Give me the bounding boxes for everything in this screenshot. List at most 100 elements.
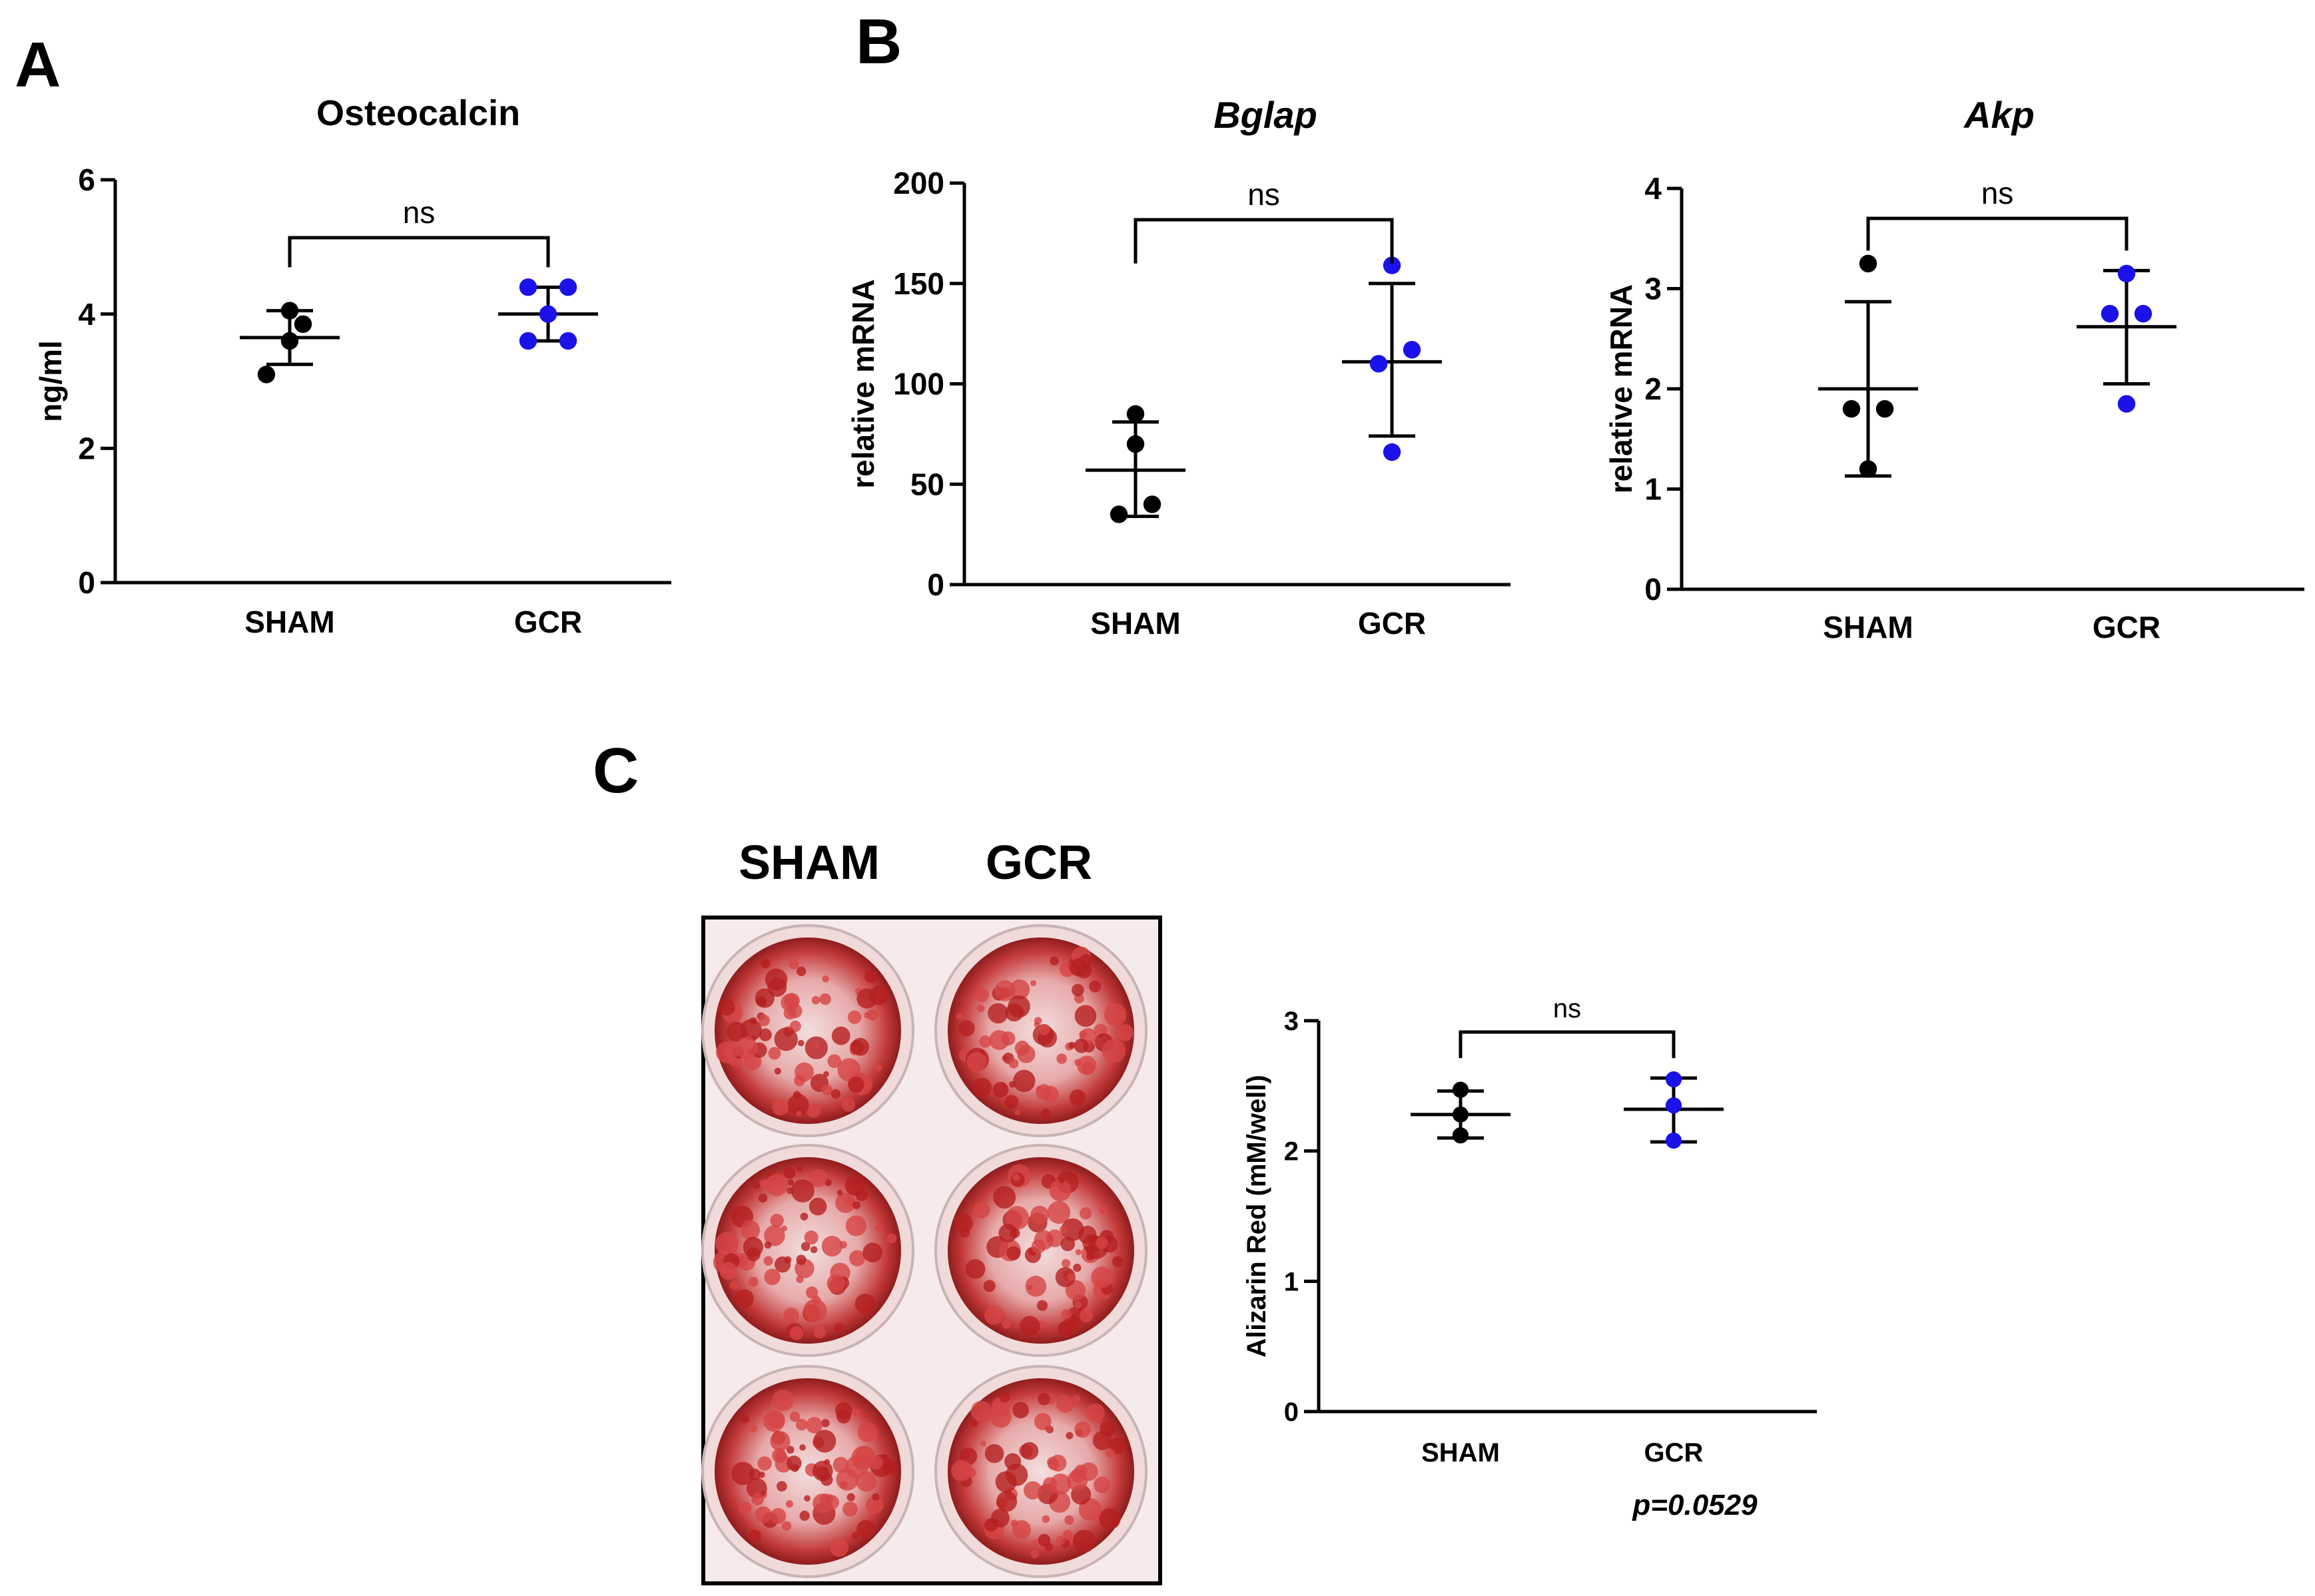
stain-spot xyxy=(989,1030,1010,1050)
stain-spot xyxy=(839,1240,848,1249)
stain-spot xyxy=(1056,1053,1068,1064)
stain-spot xyxy=(1116,1024,1134,1041)
x-category-label: GCR xyxy=(1358,606,1426,641)
significance-label: ns xyxy=(1553,994,1581,1023)
stain-spot xyxy=(836,1189,843,1196)
stain-spot xyxy=(783,1307,799,1324)
stain-spot xyxy=(995,1471,1017,1493)
x-category-label: SHAM xyxy=(1823,610,1913,645)
alizarin-chart: 0 1 2 3 Alizarin Red (mM/well) SHAM GCR ns p=0.0… xyxy=(1242,994,1817,1521)
stain-spot xyxy=(789,1326,803,1340)
stain-spot xyxy=(812,1041,820,1049)
y-tick-label: 4 xyxy=(1644,171,1662,206)
sham-data-point xyxy=(1859,254,1877,273)
stain-spot xyxy=(970,1400,992,1422)
stain-spot xyxy=(998,1224,1018,1242)
x-category-label: SHAM xyxy=(1090,606,1180,641)
stain-spot xyxy=(1032,1539,1039,1547)
x-category-label: GCR xyxy=(2093,610,2160,645)
stain-spot xyxy=(746,1247,761,1262)
stain-spot xyxy=(1044,1425,1052,1432)
stain-spot xyxy=(1013,1069,1036,1093)
stain-spot xyxy=(772,1099,789,1116)
stain-spot xyxy=(988,1003,1008,1024)
stain-spot xyxy=(770,1213,784,1228)
significance-bracket xyxy=(288,236,550,268)
stain-spot xyxy=(1050,956,1059,966)
stain-spot xyxy=(1042,1477,1058,1491)
stain-spot xyxy=(813,1430,836,1453)
stain-spot xyxy=(1091,1266,1113,1288)
stain-spot xyxy=(785,1500,794,1508)
y-tick-label: 0 xyxy=(1284,1398,1299,1427)
stain-spot xyxy=(979,1035,992,1048)
stain-spot xyxy=(781,1225,788,1232)
stain-spot xyxy=(761,958,771,969)
stain-spot xyxy=(794,1075,806,1087)
gcr-data-point xyxy=(1665,1071,1682,1088)
stain-spot xyxy=(1005,1206,1030,1230)
stain-spot xyxy=(764,1268,781,1286)
stain-spot xyxy=(821,1084,833,1095)
plate-label-gcr: GCR xyxy=(986,836,1092,890)
stain-spot xyxy=(735,1289,754,1308)
stain-spot xyxy=(1072,1529,1096,1553)
y-tick-label: 2 xyxy=(78,431,95,465)
stain-spot xyxy=(1008,1081,1016,1088)
stain-spot xyxy=(1062,1258,1071,1268)
stain-spot xyxy=(800,1212,809,1220)
stain-spot xyxy=(781,1521,792,1531)
stain-spot xyxy=(1061,1309,1072,1320)
stain-spot xyxy=(740,1220,761,1240)
stain-spot xyxy=(1034,1017,1042,1025)
stain-spot xyxy=(854,1293,876,1314)
y-tick-label: 6 xyxy=(78,162,95,197)
sham-data-point xyxy=(1875,399,1894,418)
stain-spot xyxy=(1089,980,1102,993)
stain-spot xyxy=(993,1186,1016,1209)
significance-label: ns xyxy=(1247,177,1280,212)
sham-data-point xyxy=(1859,460,1877,478)
stain-spot xyxy=(1030,980,1037,986)
stain-spot xyxy=(787,1179,795,1186)
stain-spot xyxy=(1002,1320,1011,1329)
stain-spot xyxy=(804,1230,819,1245)
stain-spot xyxy=(806,1417,823,1434)
bglap-chart: Bglap 0 50 100 150 200 relative mRNA SHAM GCR ns xyxy=(846,94,1510,641)
stain-spot xyxy=(992,1081,1009,1098)
stained-well-plate-image xyxy=(701,916,1162,1585)
stain-spot xyxy=(795,1418,808,1431)
sham-data-point xyxy=(294,315,312,333)
stain-spot xyxy=(1080,1308,1094,1322)
stain-spot xyxy=(845,1215,866,1236)
stain-spot xyxy=(841,1098,856,1112)
gcr-data-point xyxy=(1403,341,1421,359)
stain-spot xyxy=(865,1496,884,1514)
stain-spot xyxy=(1004,1095,1019,1109)
stain-spot xyxy=(1012,1520,1032,1539)
stain-spot xyxy=(866,1009,878,1021)
stain-spot xyxy=(951,1460,973,1481)
stain-spot xyxy=(1038,1023,1050,1035)
stain-spot xyxy=(1074,1038,1089,1053)
stain-spot xyxy=(759,1028,772,1041)
stain-spot xyxy=(1004,1453,1022,1470)
stain-spot xyxy=(973,1201,990,1218)
stain-spot xyxy=(882,1454,888,1460)
stain-spot xyxy=(958,1020,975,1037)
stain-spot xyxy=(1050,1473,1072,1495)
stain-spot xyxy=(809,1169,827,1187)
stain-spot xyxy=(1062,1529,1073,1540)
stain-spot xyxy=(1058,1320,1074,1338)
stain-spot xyxy=(786,1456,802,1471)
stain-spot xyxy=(1086,1252,1095,1261)
stain-spot xyxy=(1086,1403,1105,1422)
gcr-data-point xyxy=(1665,1132,1682,1149)
stain-spot xyxy=(1070,1468,1086,1483)
stain-spot xyxy=(827,1054,842,1068)
stain-spot xyxy=(1041,1109,1051,1119)
x-category-label: GCR xyxy=(1644,1438,1704,1467)
stain-spot xyxy=(764,1225,785,1246)
stain-spot xyxy=(970,1419,978,1427)
stain-spot xyxy=(1009,979,1030,1000)
